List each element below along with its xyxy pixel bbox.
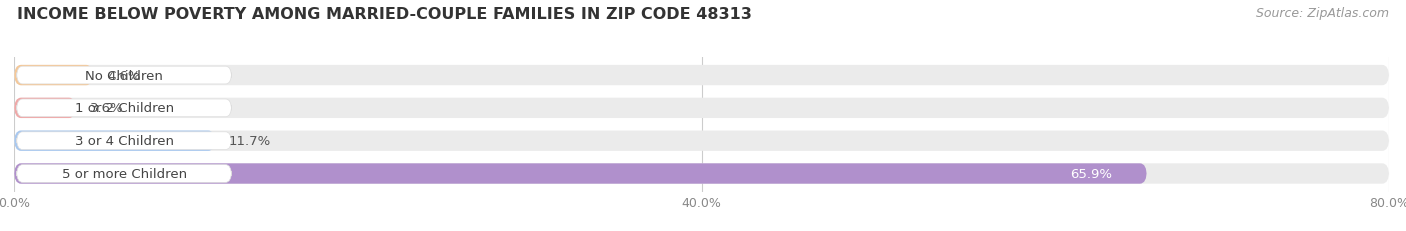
Text: Source: ZipAtlas.com: Source: ZipAtlas.com xyxy=(1256,7,1389,20)
Text: 1 or 2 Children: 1 or 2 Children xyxy=(75,102,173,115)
FancyBboxPatch shape xyxy=(14,131,215,151)
Text: INCOME BELOW POVERTY AMONG MARRIED-COUPLE FAMILIES IN ZIP CODE 48313: INCOME BELOW POVERTY AMONG MARRIED-COUPL… xyxy=(17,7,752,22)
FancyBboxPatch shape xyxy=(17,132,232,150)
FancyBboxPatch shape xyxy=(17,67,232,85)
Text: 65.9%: 65.9% xyxy=(1070,167,1112,180)
FancyBboxPatch shape xyxy=(14,98,76,119)
Text: 5 or more Children: 5 or more Children xyxy=(62,167,187,180)
FancyBboxPatch shape xyxy=(17,100,232,117)
FancyBboxPatch shape xyxy=(14,164,1147,184)
FancyBboxPatch shape xyxy=(14,164,1389,184)
FancyBboxPatch shape xyxy=(14,131,1389,151)
Text: No Children: No Children xyxy=(86,69,163,82)
Text: 3.6%: 3.6% xyxy=(90,102,124,115)
Text: 11.7%: 11.7% xyxy=(229,135,271,148)
FancyBboxPatch shape xyxy=(14,98,1389,119)
FancyBboxPatch shape xyxy=(17,165,232,182)
FancyBboxPatch shape xyxy=(14,66,93,86)
Text: 3 or 4 Children: 3 or 4 Children xyxy=(75,135,173,148)
FancyBboxPatch shape xyxy=(14,66,1389,86)
Text: 4.6%: 4.6% xyxy=(107,69,141,82)
